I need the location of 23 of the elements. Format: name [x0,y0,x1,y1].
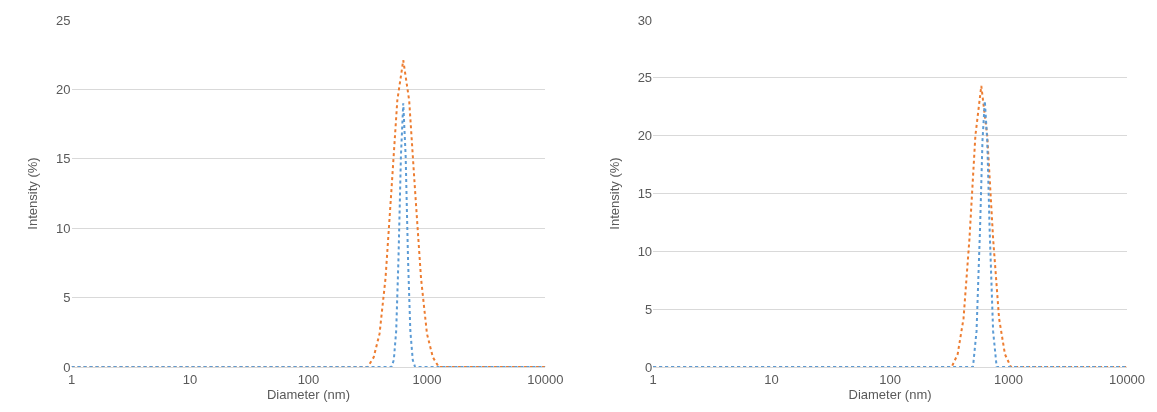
x-tick-label: 100 [879,371,901,387]
x-tick-label: 10000 [1108,371,1146,387]
y-tick-label: 20 [637,128,653,144]
x-tick-label: 10000 [527,371,564,387]
y-tick-label: 10 [56,220,71,236]
x-tick-label: 10 [764,371,779,387]
y-tick-label: 10 [637,243,653,259]
y-tick-label: 30 [637,12,653,28]
x-axis-title: Diameter (nm) [848,386,932,402]
y-tick-label: 15 [637,186,653,202]
y-tick-label: 5 [644,301,653,317]
x-tick-label: 1000 [412,371,442,387]
y-tick-label: 20 [56,81,71,97]
y-axis-title: Intensity (%) [606,157,622,230]
y-axis-title: Intensity (%) [25,157,41,230]
y-tick-label: 15 [56,151,71,167]
x-axis-title: Diameter (nm) [266,386,351,402]
y-tick-label: 25 [637,70,653,86]
y-tick-label: 25 [56,12,71,28]
x-tick-label: 10 [182,371,198,387]
x-tick-label: 1000 [994,371,1023,387]
x-tick-label: 100 [297,371,320,387]
y-tick-label: 5 [63,290,71,306]
